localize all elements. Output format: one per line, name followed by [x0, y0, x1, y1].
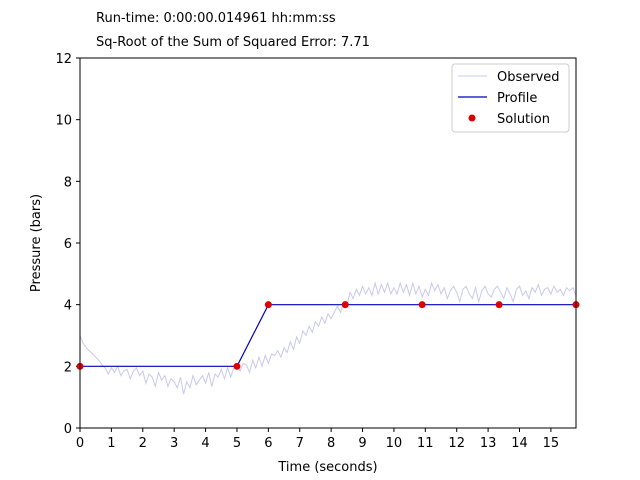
x-tick-label: 5: [233, 436, 241, 451]
y-tick-label: 10: [55, 114, 72, 129]
error-label: Sq-Root of the Sum of Squared Error: 7.7…: [96, 35, 370, 50]
y-axis-label: Pressure (bars): [29, 194, 44, 292]
x-tick-label: 8: [327, 436, 335, 451]
x-tick-label: 11: [417, 436, 434, 451]
x-tick-label: 14: [511, 436, 528, 451]
y-tick-label: 6: [64, 237, 72, 252]
y-tick-label: 8: [64, 175, 72, 190]
x-tick-label: 1: [107, 436, 115, 451]
legend-solution-label: Solution: [497, 112, 550, 127]
solution-point: [341, 301, 349, 309]
y-tick-label: 4: [64, 299, 72, 314]
runtime-label: Run-time: 0:00:00.014961 hh:mm:ss: [96, 11, 336, 26]
legend-box: [451, 63, 570, 133]
y-tick-label: 2: [64, 360, 72, 375]
x-tick-label: 0: [76, 436, 84, 451]
y-tick-label: 0: [64, 422, 72, 437]
x-tick-label: 2: [139, 436, 147, 451]
x-tick-label: 6: [264, 436, 272, 451]
legend-profile-label: Profile: [497, 91, 537, 106]
legend: Observed Profile Solution: [451, 63, 570, 133]
y-tick-label: 12: [55, 52, 72, 67]
plot-frame: [79, 57, 577, 429]
solution-point: [495, 301, 503, 309]
x-tick-label: 9: [358, 436, 366, 451]
x-tick-label: 13: [480, 436, 497, 451]
solution-point: [233, 362, 241, 370]
legend-observed-label: Observed: [497, 70, 560, 85]
x-tick-label: 10: [386, 436, 403, 451]
solution-point: [264, 301, 272, 309]
x-axis-label: Time (seconds): [277, 460, 377, 475]
x-tick-label: 12: [448, 436, 465, 451]
legend-solution-swatch: [468, 114, 476, 122]
solution-point: [418, 301, 426, 309]
x-tick-label: 3: [170, 436, 178, 451]
observed-series-line: [79, 281, 577, 395]
x-tick-label: 4: [201, 436, 209, 451]
x-tick-label: 7: [296, 436, 304, 451]
x-tick-label: 15: [543, 436, 560, 451]
